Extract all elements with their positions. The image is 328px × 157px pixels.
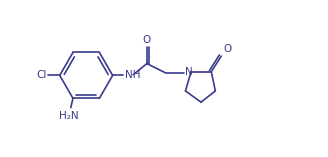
Text: N: N xyxy=(185,67,193,77)
Text: O: O xyxy=(143,35,151,45)
Text: H₂N: H₂N xyxy=(59,111,79,121)
Text: Cl: Cl xyxy=(36,70,47,80)
Text: O: O xyxy=(223,44,231,54)
Text: NH: NH xyxy=(125,70,141,80)
